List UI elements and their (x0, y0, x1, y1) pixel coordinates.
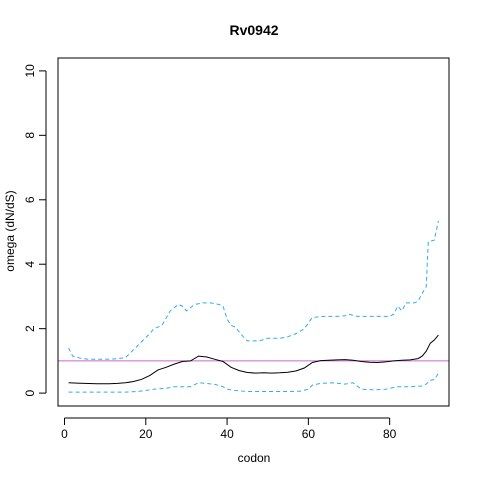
y-tick-label: 4 (23, 261, 37, 268)
x-tick-label: 80 (383, 427, 397, 441)
y-tick-label: 2 (23, 325, 37, 332)
y-tick-label: 8 (23, 132, 37, 139)
x-axis-label: codon (238, 451, 271, 465)
series-line-upper-bound (68, 220, 439, 360)
x-tick-label: 60 (302, 427, 316, 441)
y-tick-label: 10 (23, 64, 37, 78)
series-line-lower-bound (68, 372, 439, 393)
x-tick-label: 20 (139, 427, 153, 441)
x-tick-label: 40 (220, 427, 234, 441)
y-tick-label: 0 (23, 389, 37, 396)
x-tick-label: 0 (61, 427, 68, 441)
y-tick-label: 6 (23, 196, 37, 203)
chart-title: Rv0942 (229, 22, 278, 38)
series-line-estimate (68, 334, 439, 385)
plot-frame (57, 57, 450, 407)
y-axis-label: omega (dN/dS) (3, 190, 17, 271)
